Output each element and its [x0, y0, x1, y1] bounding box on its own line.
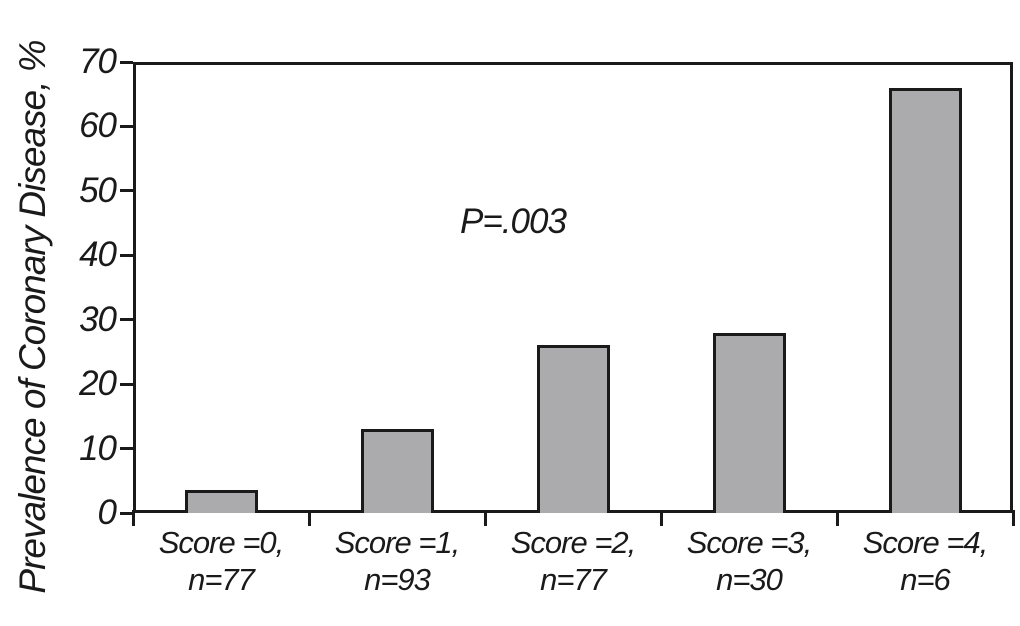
x-axis-tick — [307, 510, 311, 526]
bar-score-1 — [360, 429, 434, 513]
n-label: n=6 — [900, 562, 951, 597]
n-label: n=30 — [716, 562, 783, 597]
y-axis-tick — [120, 447, 133, 451]
x-category-label: Score =0, n=77 — [131, 524, 311, 598]
y-axis-tick — [120, 318, 133, 322]
score-label: Score =4, — [862, 525, 989, 560]
x-axis-tick — [131, 510, 135, 526]
y-tick-label: 20 — [79, 364, 117, 404]
x-category-label: Score =2, n=77 — [483, 524, 663, 598]
n-label: n=77 — [188, 562, 255, 597]
score-label: Score =3, — [686, 525, 813, 560]
x-axis-tick — [1011, 510, 1015, 526]
y-tick-label: 50 — [79, 170, 117, 210]
y-tick-label: 30 — [79, 299, 117, 339]
y-axis-tick — [120, 60, 133, 64]
y-axis-tick — [120, 382, 133, 386]
n-label: n=93 — [364, 562, 431, 597]
x-axis-tick — [659, 510, 663, 526]
score-label: Score =1, — [334, 525, 461, 560]
y-tick-label: 40 — [79, 235, 117, 275]
y-tick-label: 0 — [97, 493, 117, 532]
x-category-label: Score =1, n=93 — [307, 524, 487, 598]
score-label: Score =2, — [510, 525, 637, 560]
x-category-label: Score =4, n=6 — [835, 524, 1015, 598]
bar-score-2 — [536, 345, 610, 513]
y-axis-tick — [120, 253, 133, 257]
bar-score-3 — [712, 332, 786, 513]
p-value-annotation: P=.003 — [460, 202, 567, 241]
y-tick-label: 70 — [79, 42, 117, 81]
y-tick-label: 60 — [79, 106, 117, 146]
x-axis-tick — [835, 510, 839, 526]
bar-score-4 — [888, 87, 962, 513]
n-label: n=77 — [540, 562, 607, 597]
y-axis-tick — [120, 189, 133, 193]
score-label: Score =0, — [158, 525, 285, 560]
x-axis-tick — [483, 510, 487, 526]
y-tick-label: 10 — [79, 428, 117, 468]
bar-score-0 — [184, 490, 258, 513]
y-axis-tick — [120, 124, 133, 128]
y-axis-tick — [120, 511, 133, 515]
x-category-label: Score =3, n=30 — [659, 524, 839, 598]
